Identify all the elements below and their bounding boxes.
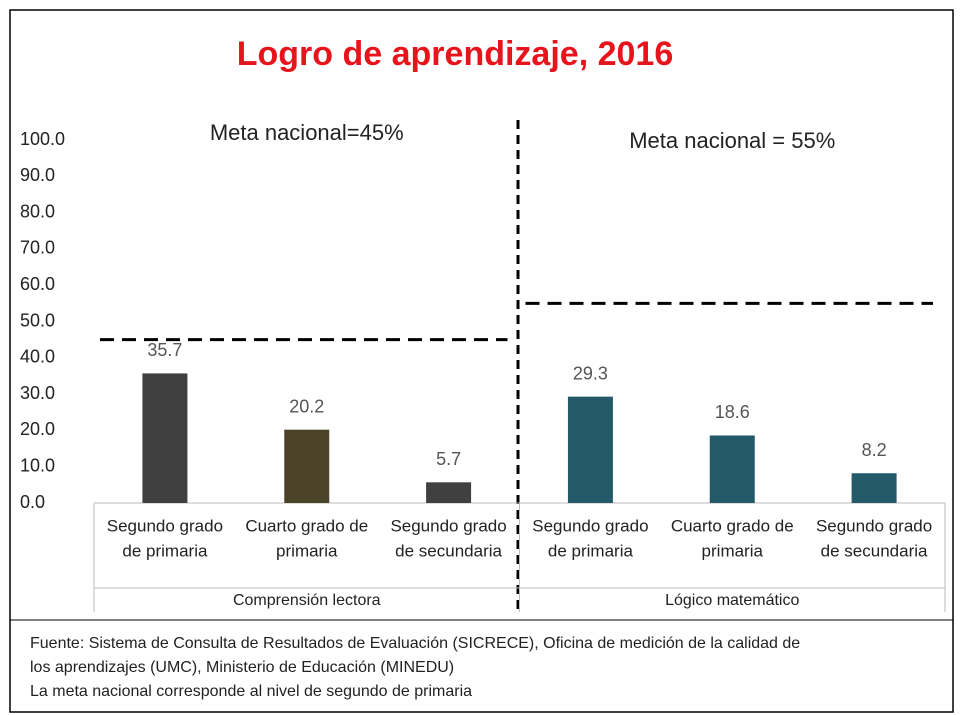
x-tick-label: de secundaria [395, 541, 502, 560]
x-tick-label: Segundo grado [390, 516, 506, 535]
group-label: Comprensión lectora [233, 592, 381, 609]
bar [284, 429, 330, 503]
frame [9, 9, 954, 713]
y-tick-label: 0.0 [20, 492, 45, 512]
x-tick-label: Segundo grado [816, 516, 932, 535]
y-tick-label: 30.0 [20, 383, 55, 403]
x-tick-label: Cuarto grado de [671, 516, 794, 535]
bar [142, 373, 188, 503]
bar [567, 396, 613, 503]
value-label: 8.2 [862, 440, 887, 460]
footnote: Fuente: Sistema de Consulta de Resultado… [30, 635, 800, 652]
y-tick-label: 60.0 [20, 274, 55, 294]
bar [851, 473, 897, 503]
y-tick-label: 70.0 [20, 238, 55, 258]
y-tick-label: 50.0 [20, 310, 55, 330]
x-tick-label: de primaria [122, 541, 208, 560]
bar [426, 482, 472, 503]
y-tick-label: 90.0 [20, 165, 55, 185]
x-tick-label: Segundo grado [532, 516, 648, 535]
y-tick-label: 20.0 [20, 419, 55, 439]
y-tick-label: 100.0 [20, 129, 65, 149]
value-label: 5.7 [436, 449, 461, 469]
value-label: 20.2 [289, 396, 324, 416]
footnote: La meta nacional corresponde al nivel de… [30, 683, 472, 700]
x-tick-label: de primaria [548, 541, 634, 560]
footnote: los aprendizajes (UMC), Ministerio de Ed… [30, 659, 454, 676]
goal-label: Meta nacional = 55% [629, 128, 835, 153]
value-label: 18.6 [715, 402, 750, 422]
y-tick-label: 10.0 [20, 455, 55, 475]
x-tick-label: primaria [702, 541, 764, 560]
x-tick-label: Cuarto grado de [245, 516, 368, 535]
value-label: 35.7 [147, 340, 182, 360]
value-label: 29.3 [573, 363, 608, 383]
group-label: Lógico matemático [665, 592, 799, 609]
x-tick-label: de secundaria [821, 541, 928, 560]
y-tick-label: 80.0 [20, 201, 55, 221]
chart-title: Logro de aprendizaje, 2016 [237, 35, 673, 73]
goal-label: Meta nacional=45% [210, 120, 404, 145]
y-tick-label: 40.0 [20, 347, 55, 367]
bar [709, 435, 755, 503]
x-tick-label: Segundo grado [107, 516, 223, 535]
x-tick-label: primaria [276, 541, 338, 560]
